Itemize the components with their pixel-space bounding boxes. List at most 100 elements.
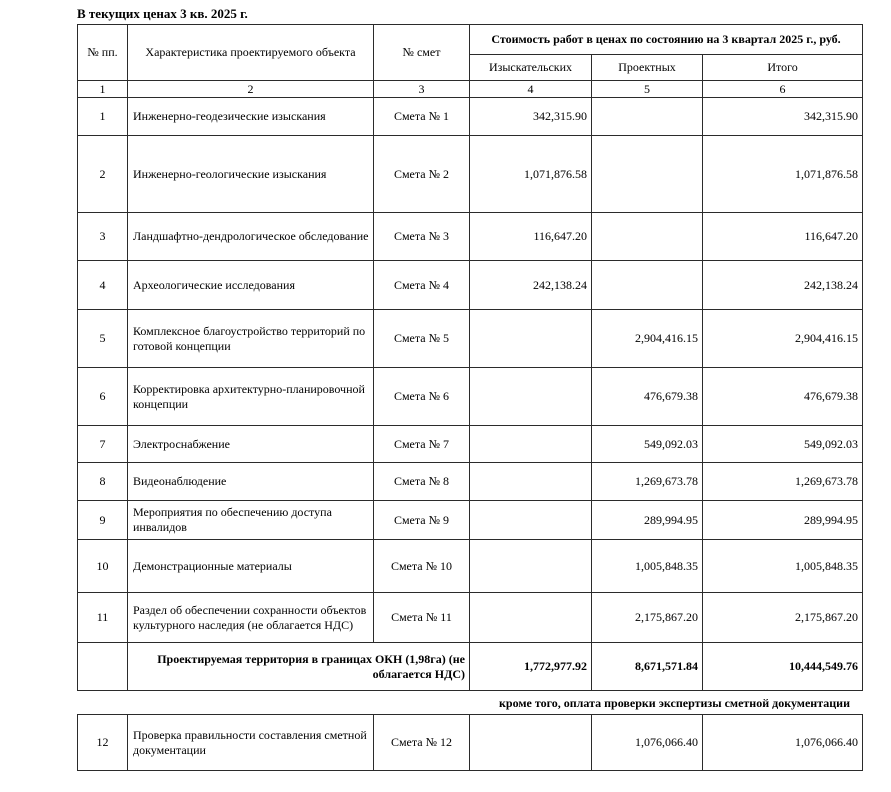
cell-name: Ландшафтно-дендрологическое обследование: [127, 212, 374, 261]
cell-smeta: Смета № 10: [373, 539, 470, 593]
cell-design: [591, 212, 703, 261]
cell-survey: [469, 539, 592, 593]
table-row: 5 Комплексное благоустройство территорий …: [77, 309, 864, 368]
table-row: 11 Раздел об обеспечении сохранности объе…: [77, 592, 864, 643]
cell-survey: 242,138.24: [469, 260, 592, 310]
cell-survey: [469, 714, 592, 771]
extra-table-body: 12 Проверка правильности составления сме…: [77, 714, 863, 771]
col-header-estimate: № смет: [373, 24, 470, 81]
cell-num: 2: [77, 135, 128, 213]
cell-survey: [469, 462, 592, 501]
table-row: 2 Инженерно-геологические изыскания Смета …: [77, 135, 864, 213]
cell-total: 1,071,876.58: [701, 135, 864, 213]
col-header-design: Проектных: [591, 54, 703, 81]
cell-num: 10: [77, 539, 128, 593]
cell-design: 1,076,066.40: [591, 714, 703, 771]
cell-smeta: Смета № 3: [373, 212, 470, 261]
main-table-body: 1 Инженерно-геодезические изыскания Смета …: [77, 97, 864, 643]
cell-design: 549,092.03: [591, 425, 703, 463]
column-number: 1: [77, 80, 128, 98]
table-row: 8 Видеонаблюдение Смета № 8 1,269,673.78 1,2…: [77, 462, 864, 501]
cell-survey: [469, 425, 592, 463]
cell-survey: 1,071,876.58: [469, 135, 592, 213]
col-header-num: № пп.: [77, 24, 128, 81]
cell-design: 1,269,673.78: [591, 462, 703, 501]
cell-num: 6: [77, 367, 128, 426]
column-number: 2: [127, 80, 374, 98]
additional-note: кроме того, оплата проверки экспертизы с…: [498, 696, 850, 710]
cell-name: Комплексное благоустройство территорий п…: [127, 309, 374, 368]
col-header-total: Итого: [701, 54, 864, 81]
cell-name: Раздел об обеспечении сохранности объект…: [127, 592, 374, 643]
cell-smeta: Смета № 4: [373, 260, 470, 310]
cell-num: 9: [77, 500, 128, 540]
column-number: 6: [701, 80, 864, 98]
cell-name: Корректировка архитектурно-планировочной…: [127, 367, 374, 426]
total-row: Проектируемая территория в границах ОКН …: [77, 642, 864, 691]
cell-name: Демонстрационные материалы: [127, 539, 374, 593]
cell-design: [591, 260, 703, 310]
cell-survey: [469, 367, 592, 426]
col-header-cost-group: Стоимость работ в ценах по состоянию на …: [468, 24, 864, 55]
cell-total: 549,092.03: [701, 425, 864, 463]
cell-smeta: Смета № 2: [373, 135, 470, 213]
cell-total: 289,994.95: [701, 500, 864, 540]
cell-num: 3: [77, 212, 128, 261]
cell-smeta: Смета № 11: [373, 592, 470, 643]
cell-num: 12: [77, 714, 128, 771]
total-label: Проектируемая территория в границах ОКН …: [127, 642, 470, 691]
table-row: 3 Ландшафтно-дендрологическое обследовани…: [77, 212, 864, 261]
cell-name: Электроснабжение: [127, 425, 374, 463]
total-survey: 1,772,977.92: [469, 642, 592, 691]
cell-num: 1: [77, 97, 128, 136]
cell-design: 1,005,848.35: [591, 539, 703, 593]
cell-total: 1,269,673.78: [701, 462, 864, 501]
cell-total: 476,679.38: [701, 367, 864, 426]
total-design: 8,671,571.84: [591, 642, 703, 691]
cell-total: 1,076,066.40: [702, 714, 863, 771]
cell-smeta: Смета № 1: [373, 97, 470, 136]
cell-design: 2,175,867.20: [591, 592, 703, 643]
table-row: 4 Археологические исследования Смета № 4 24…: [77, 260, 864, 310]
cell-design: 289,994.95: [591, 500, 703, 540]
cell-total: 2,904,416.15: [701, 309, 864, 368]
cell-survey: [469, 592, 592, 643]
cell-name: Инженерно-геодезические изыскания: [127, 97, 374, 136]
col-header-survey: Изыскательских: [469, 54, 592, 81]
cell-num: 8: [77, 462, 128, 501]
cell-num: [77, 642, 128, 691]
cell-design: 476,679.38: [591, 367, 703, 426]
cell-design: [591, 135, 703, 213]
cell-name: Мероприятия по обеспечению доступа инвал…: [127, 500, 374, 540]
document-content: В текущих ценах 3 кв. 2025 г. № пп. Хара…: [77, 6, 864, 771]
column-number: 3: [373, 80, 470, 98]
cell-num: 5: [77, 309, 128, 368]
cell-total: 242,138.24: [701, 260, 864, 310]
cell-smeta: Смета № 12: [373, 714, 470, 771]
cell-survey: 342,315.90: [469, 97, 592, 136]
cell-num: 4: [77, 260, 128, 310]
cell-survey: [469, 309, 592, 368]
column-number-row: 1 2 3 4 5 6: [77, 80, 864, 98]
cell-name: Видеонаблюдение: [127, 462, 374, 501]
extra-cost-table: 12 Проверка правильности составления сме…: [77, 714, 863, 771]
cell-smeta: Смета № 5: [373, 309, 470, 368]
col-header-characteristic: Характеристика проектируемого объекта: [127, 24, 374, 81]
cell-smeta: Смета № 7: [373, 425, 470, 463]
table-row: 9 Мероприятия по обеспечению доступа инва…: [77, 500, 864, 540]
table-row: 1 Инженерно-геодезические изыскания Смета …: [77, 97, 864, 136]
cell-name: Инженерно-геологические изыскания: [127, 135, 374, 213]
cell-name: Археологические исследования: [127, 260, 374, 310]
cell-smeta: Смета № 8: [373, 462, 470, 501]
table-row: 10 Демонстрационные материалы Смета № 10 1,…: [77, 539, 864, 593]
table-row: 6 Корректировка архитектурно-планировочно…: [77, 367, 864, 426]
cost-table: № пп. Характеристика проектируемого объе…: [77, 24, 864, 691]
cell-total: 1,005,848.35: [701, 539, 864, 593]
column-number: 4: [469, 80, 592, 98]
cell-total: 342,315.90: [701, 97, 864, 136]
cell-design: 2,904,416.15: [591, 309, 703, 368]
cell-num: 7: [77, 425, 128, 463]
cell-total: 2,175,867.20: [701, 592, 864, 643]
header-row-sub: Изыскательских Проектных Итого: [78, 54, 864, 81]
